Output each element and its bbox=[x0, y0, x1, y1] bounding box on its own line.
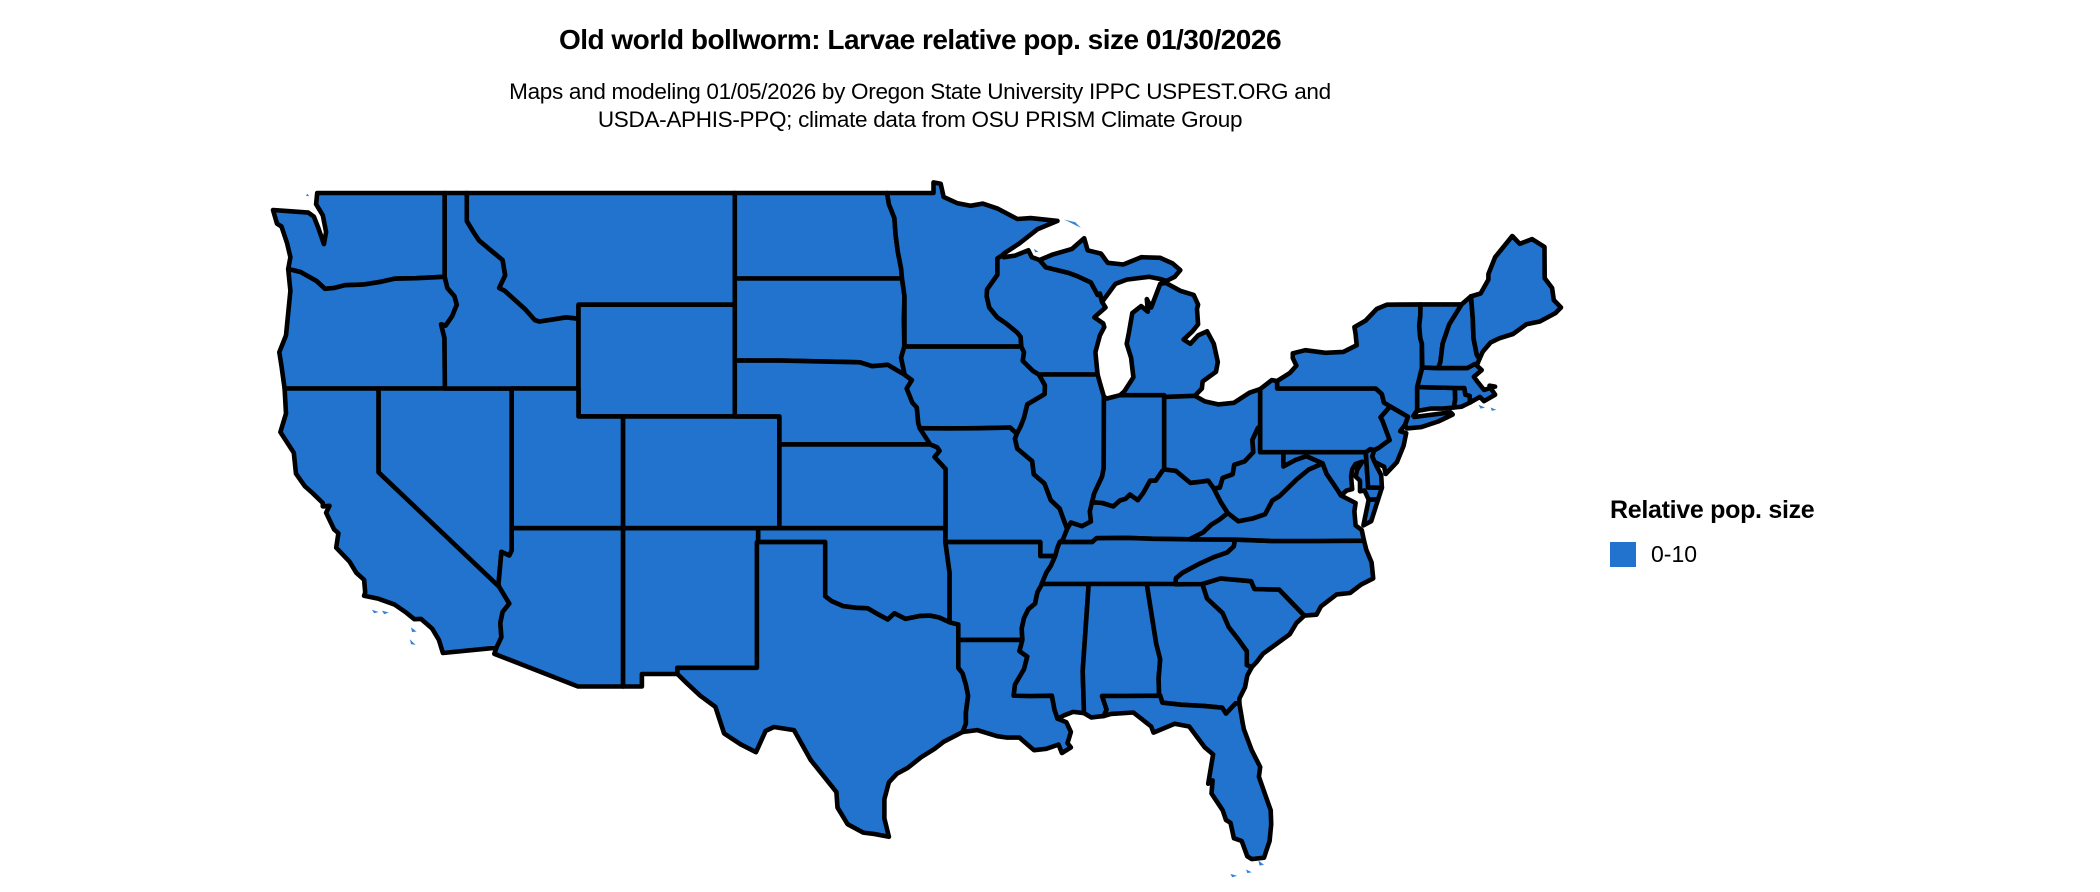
island-florida-key-west bbox=[1230, 873, 1238, 878]
island-florida-key-marathon bbox=[1246, 869, 1252, 874]
state-nc bbox=[1173, 537, 1376, 618]
island-apostle-islands bbox=[1034, 248, 1039, 253]
state-az bbox=[492, 525, 626, 689]
state-mi-upper bbox=[1037, 235, 1183, 305]
state-fl bbox=[1099, 693, 1274, 862]
island-channel-island-san-miguel bbox=[371, 609, 379, 614]
legend-title: Relative pop. size bbox=[1610, 496, 1815, 524]
map-title: Old world bollworm: Larvae relative pop.… bbox=[558, 24, 1282, 55]
state-co bbox=[620, 414, 782, 531]
state-me bbox=[1468, 233, 1564, 362]
state-nd bbox=[732, 190, 905, 281]
island-channel-island-catalina bbox=[411, 627, 417, 633]
legend-item-label: 0-10 bbox=[1651, 541, 1698, 567]
state-or bbox=[277, 266, 460, 391]
island-channel-island-santa-cruz bbox=[382, 610, 389, 615]
map-subtitle-line2: USDA-APHIS-PPQ; climate data from OSU PR… bbox=[597, 107, 1243, 132]
state-nj bbox=[1370, 404, 1411, 477]
legend-swatch bbox=[1610, 542, 1636, 567]
state-ks bbox=[777, 442, 949, 531]
island-florida-key-largo bbox=[1258, 860, 1264, 866]
island-marthas-vineyard bbox=[1478, 404, 1486, 409]
island-san-juan-island bbox=[306, 193, 310, 197]
state-tx bbox=[675, 539, 971, 840]
state-ms bbox=[1011, 581, 1091, 721]
map-header: Old world bollworm: Larvae relative pop.… bbox=[509, 24, 1331, 134]
state-nm bbox=[620, 525, 761, 689]
state-wy bbox=[576, 302, 738, 419]
legend-item: 0-10 bbox=[1610, 541, 1814, 568]
island-channel-island-san-clemente bbox=[409, 639, 416, 645]
state-mi-lower bbox=[1117, 280, 1221, 400]
state-wi bbox=[984, 248, 1108, 377]
legend: Relative pop. size 0-10 bbox=[1602, 496, 1815, 568]
island-nantucket bbox=[1490, 407, 1497, 411]
island-isle-royale bbox=[1064, 219, 1081, 228]
map-subtitle-line1: Maps and modeling 01/05/2026 by Oregon S… bbox=[509, 79, 1331, 104]
state-pa bbox=[1257, 377, 1393, 455]
state-va-eastern-shore bbox=[1361, 497, 1381, 528]
